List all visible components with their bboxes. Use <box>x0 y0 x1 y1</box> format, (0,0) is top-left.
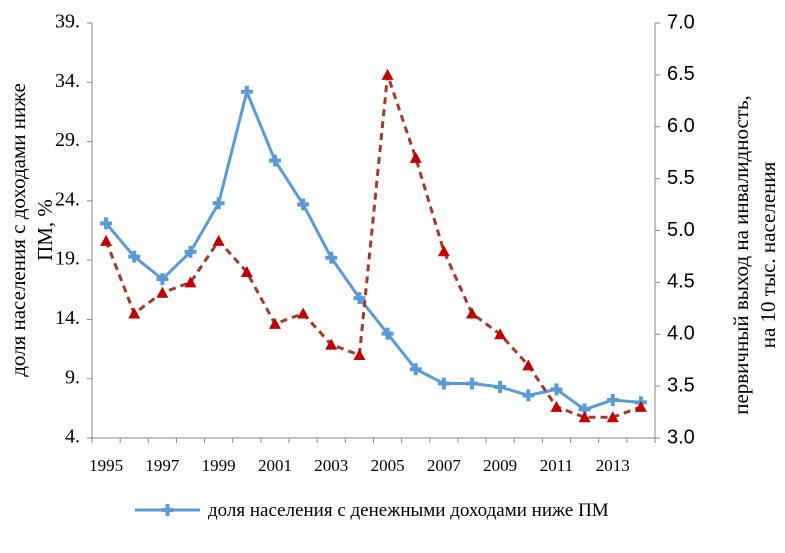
y-tick-label: 19. <box>55 248 80 270</box>
marker <box>128 250 141 263</box>
y2-axis-title: первичный выход на инвалидность, <box>729 95 753 415</box>
marker <box>634 400 647 412</box>
y2-tick-label: 5.5 <box>667 167 695 189</box>
marker <box>325 338 338 350</box>
marker <box>353 349 366 360</box>
x-tick-label: 2011 <box>540 456 573 475</box>
x-tick-label: 1995 <box>89 456 123 475</box>
marker <box>297 198 310 211</box>
marker <box>466 377 479 390</box>
y2-tick-label: 3.5 <box>667 374 695 396</box>
marker <box>550 383 563 396</box>
marker <box>522 359 535 371</box>
y-tick-label: 9. <box>65 366 80 388</box>
marker <box>437 377 450 390</box>
x-tick-label: 2009 <box>483 456 517 475</box>
marker <box>606 411 619 423</box>
marker <box>494 381 507 394</box>
y2-tick-label: 6.5 <box>667 63 695 85</box>
marker <box>212 197 225 210</box>
marker <box>437 245 450 257</box>
marker <box>184 276 197 288</box>
y2-tick-label: 4.0 <box>667 323 695 345</box>
y2-axis-title: на 10 тыс. населения <box>756 161 780 348</box>
x-tick-label: 2007 <box>427 456 462 475</box>
marker <box>466 307 479 319</box>
marker <box>578 411 591 423</box>
marker <box>268 317 281 329</box>
marker <box>409 151 422 163</box>
x-tick-label: 2001 <box>258 456 292 475</box>
series-line <box>104 74 642 419</box>
marker <box>100 234 113 246</box>
y2-tick-label: 6.0 <box>667 115 695 137</box>
y2-tick-label: 7.0 <box>667 11 695 33</box>
marker <box>494 328 507 340</box>
marker <box>240 85 253 98</box>
y-axis-title: ПМ, % <box>33 199 57 261</box>
marker <box>606 394 619 407</box>
y-tick-label: 29. <box>55 129 80 151</box>
legend-label: доля населения с денежными доходами ниже… <box>208 500 609 521</box>
legend-marker <box>161 504 174 516</box>
y-tick-label: 14. <box>55 307 80 329</box>
y-tick-label: 24. <box>55 188 80 210</box>
marker <box>268 154 281 167</box>
marker <box>381 327 394 340</box>
marker <box>156 286 169 298</box>
y-tick-label: 39. <box>55 11 80 33</box>
marker <box>240 266 253 277</box>
marker <box>325 251 338 264</box>
y-tick-label: 4. <box>65 426 80 448</box>
y2-tick-label: 3.0 <box>667 426 695 448</box>
marker <box>100 217 113 230</box>
y-axis-title: доля населения с доходами ниже <box>6 83 30 377</box>
x-tick-label: 2005 <box>371 456 405 475</box>
marker <box>578 403 591 416</box>
marker <box>212 234 225 246</box>
marker <box>381 68 394 80</box>
marker <box>550 400 563 412</box>
marker <box>409 363 422 376</box>
marker <box>128 307 141 319</box>
y2-tick-label: 4.5 <box>667 271 695 293</box>
y2-tick-label: 5.0 <box>667 219 695 241</box>
marker <box>297 307 310 319</box>
x-tick-label: 2003 <box>314 456 348 475</box>
marker <box>353 292 366 305</box>
x-tick-label: 1997 <box>145 456 180 475</box>
x-tick-label: 2013 <box>596 456 630 475</box>
marker <box>522 389 535 402</box>
x-tick-label: 1999 <box>202 456 236 475</box>
marker <box>156 273 169 286</box>
marker <box>184 245 197 258</box>
y-tick-label: 34. <box>55 70 80 92</box>
